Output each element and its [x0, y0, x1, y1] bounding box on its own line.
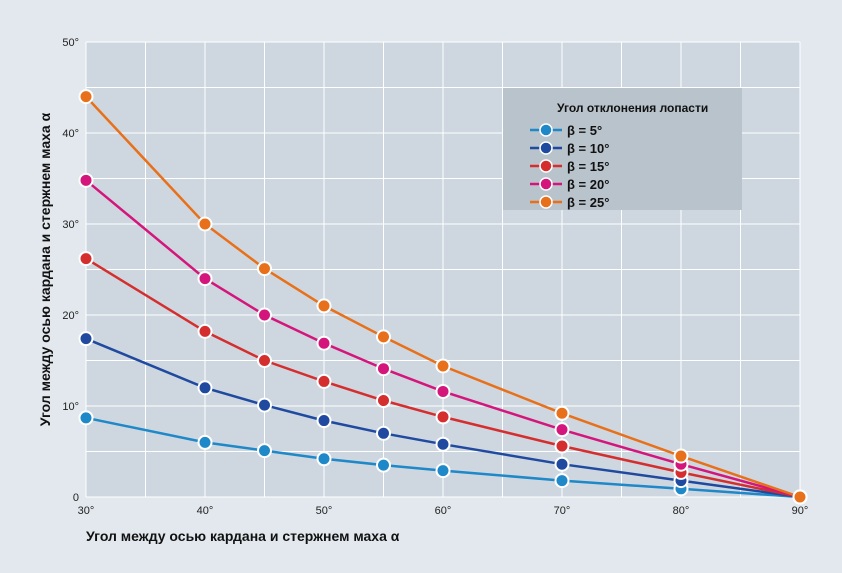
legend-title: Угол отклонения лопасти [557, 101, 708, 115]
data-point [792, 489, 808, 505]
data-point [435, 463, 451, 479]
series-5 [78, 89, 808, 505]
legend-item: β = 10° [530, 141, 609, 156]
y-tick-label: 0 [73, 492, 79, 504]
data-point [435, 409, 451, 425]
y-tick-label: 50° [62, 37, 79, 49]
data-point [376, 425, 391, 441]
data-point [197, 434, 213, 450]
y-tick-label: 30° [62, 219, 79, 231]
series-group [78, 89, 808, 505]
x-tick-label: 80° [673, 505, 690, 517]
data-point [316, 373, 332, 389]
y-tick-label: 10° [62, 401, 79, 413]
data-point [78, 410, 94, 426]
data-point [554, 473, 570, 489]
data-point [376, 393, 391, 409]
x-tick-label: 50° [316, 505, 333, 517]
y-tick-label: 20° [62, 310, 79, 322]
y-axis-label: Угол между осью кардана и стержнем маха … [37, 112, 53, 426]
x-tick-label: 40° [197, 505, 214, 517]
data-point [78, 331, 94, 347]
y-axis-ticks: 0 10° 20° 30° 40° 50° [62, 37, 79, 504]
data-point [78, 89, 94, 105]
legend-label: β = 10° [567, 141, 609, 156]
legend-label: β = 20° [567, 177, 609, 192]
x-tick-label: 30° [78, 505, 95, 517]
data-point [435, 436, 451, 452]
data-point [673, 448, 689, 464]
data-point [435, 383, 451, 399]
data-point [316, 451, 332, 467]
legend-item: β = 15° [530, 159, 609, 174]
data-point [554, 438, 570, 454]
data-point [257, 261, 272, 277]
series-1 [78, 410, 808, 505]
data-point [376, 361, 391, 377]
legend-item: β = 25° [530, 195, 609, 210]
legend-item: β = 5° [530, 123, 602, 138]
legend-swatch-marker [539, 141, 553, 155]
data-point [197, 271, 213, 287]
x-axis-label: Угол между осью кардана и стержнем маха … [86, 528, 400, 544]
legend-swatch-marker [539, 123, 553, 137]
data-point [78, 251, 94, 267]
legend-items: β = 5° β = 10° β = 15° β = 20° β = 25° [530, 123, 609, 210]
y-tick-label: 40° [62, 128, 79, 140]
data-point [197, 380, 213, 396]
data-point [257, 397, 272, 413]
legend-label: β = 25° [567, 195, 609, 210]
x-axis-ticks: 30° 40° 50° 60° 70° 80° 90° [78, 505, 809, 517]
legend-swatch-marker [539, 159, 553, 173]
legend-item: β = 20° [530, 177, 609, 192]
data-point [257, 443, 272, 459]
series-2 [78, 331, 808, 505]
x-tick-label: 60° [435, 505, 452, 517]
legend-label: β = 15° [567, 159, 609, 174]
data-point [554, 456, 570, 472]
data-point [257, 307, 272, 323]
legend-swatch-marker [539, 195, 553, 209]
data-point [197, 323, 213, 339]
x-tick-label: 90° [792, 505, 809, 517]
data-point [316, 335, 332, 351]
data-point [316, 413, 332, 429]
x-tick-label: 70° [554, 505, 571, 517]
data-point [78, 172, 94, 188]
data-point [435, 358, 451, 374]
data-point [376, 457, 391, 473]
legend-swatch-marker [539, 177, 553, 191]
legend: Угол отклонения лопасти β = 5°β = 10°β =… [503, 88, 742, 210]
data-point [197, 216, 213, 232]
data-point [554, 422, 570, 438]
legend-label: β = 5° [567, 123, 602, 138]
data-point [554, 405, 570, 421]
data-point [257, 353, 272, 368]
data-point [376, 329, 391, 345]
data-point [316, 298, 332, 314]
